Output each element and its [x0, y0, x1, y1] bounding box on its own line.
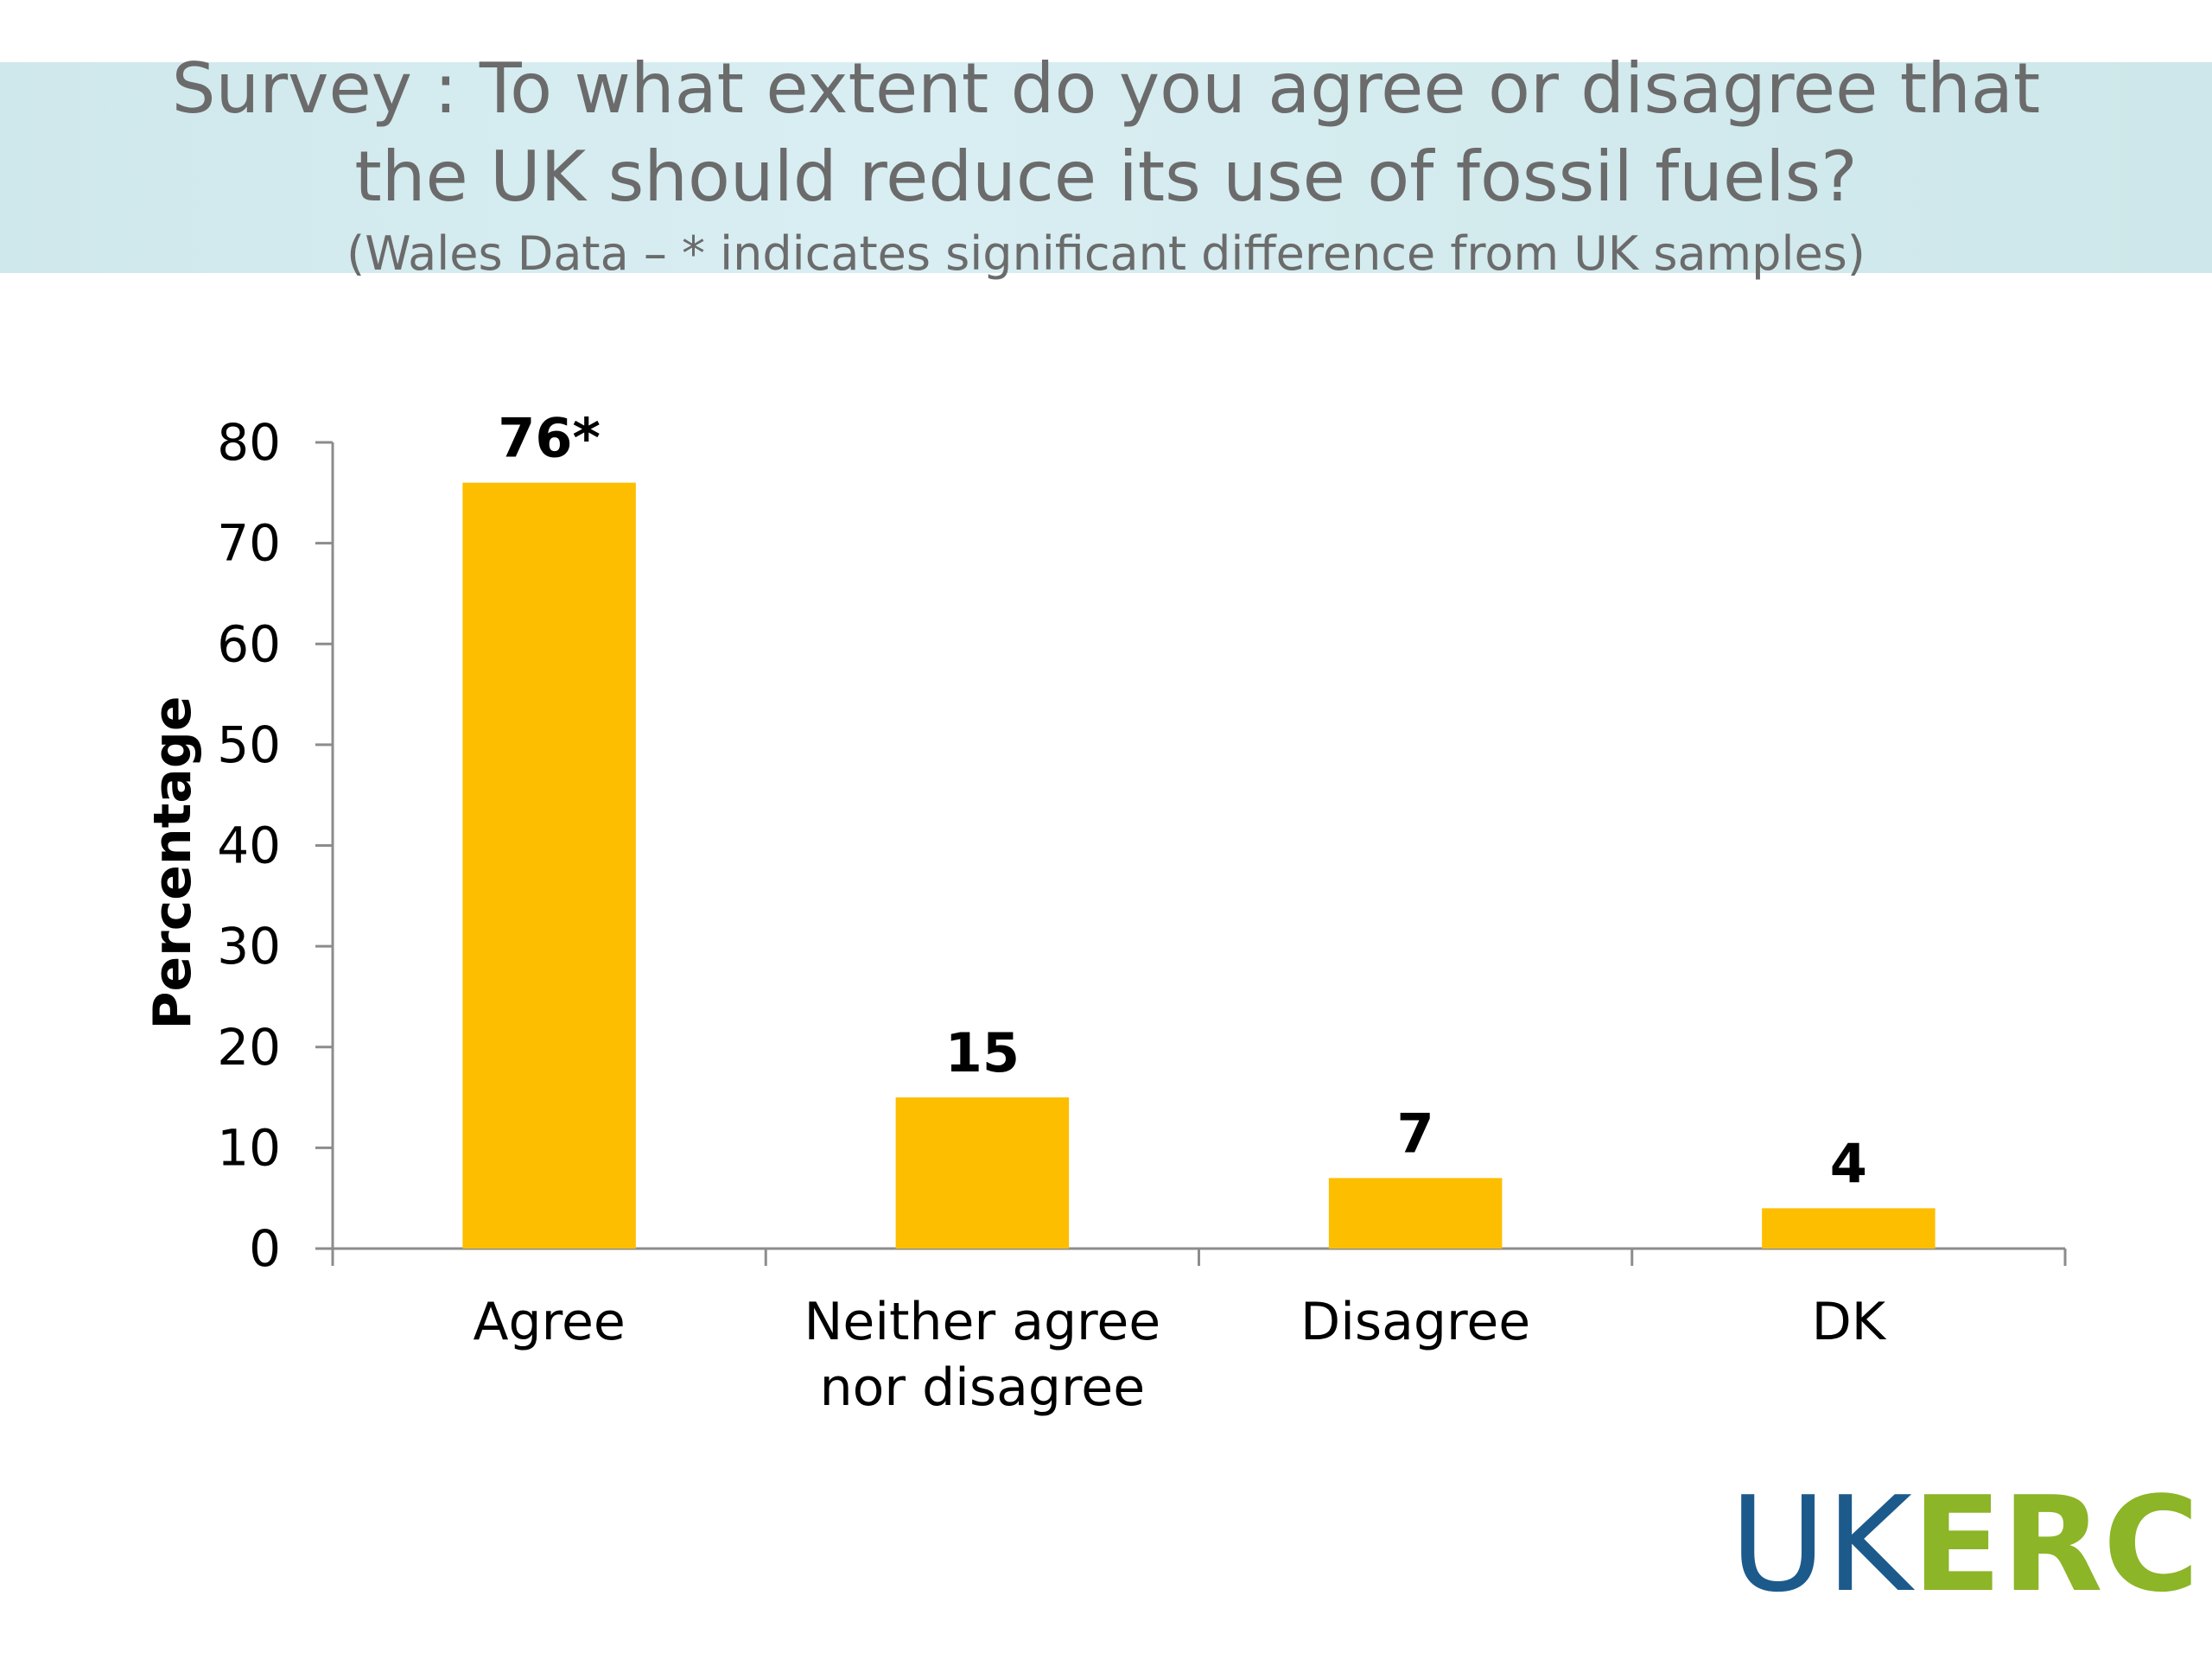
y-tick-label: 70 — [217, 514, 281, 573]
data-label: 76* — [498, 407, 601, 470]
data-label: 15 — [945, 1021, 1020, 1084]
x-tick-label: Agree — [473, 1292, 625, 1352]
y-tick-label: 80 — [217, 413, 281, 472]
data-label: 7 — [1397, 1102, 1434, 1165]
chart-subtitle: (Wales Data – * indicates significant di… — [346, 226, 1866, 281]
y-tick-label: 20 — [217, 1018, 281, 1077]
y-tick-label: 10 — [217, 1118, 281, 1177]
y-tick-label: 60 — [217, 614, 281, 673]
y-axis-label: Percentage — [143, 696, 203, 1029]
y-tick-label: 30 — [217, 917, 281, 976]
title-banner — [0, 62, 2212, 273]
y-tick-label: 50 — [217, 715, 281, 774]
x-tick-label: DK — [1812, 1292, 1887, 1352]
ukerc-logo: UKERC — [1730, 1479, 2199, 1611]
chart-title-line1: Survey : To what extent do you agree or … — [171, 48, 2041, 129]
x-tick-label: Disagree — [1300, 1292, 1530, 1352]
bar — [895, 1097, 1070, 1249]
logo-part-uk: UK — [1730, 1468, 1912, 1621]
chart-title-line2: the UK should reduce its use of fossil f… — [354, 137, 1858, 217]
bar — [1762, 1208, 1936, 1249]
bar — [1328, 1178, 1503, 1249]
data-label: 4 — [1830, 1132, 1867, 1195]
y-tick-label: 40 — [217, 817, 281, 875]
logo-part-erc: ERC — [1911, 1468, 2200, 1621]
x-tick-label: Neither agree nor disagree — [804, 1292, 1161, 1418]
y-tick-label: 0 — [249, 1219, 281, 1278]
bar — [462, 482, 636, 1249]
